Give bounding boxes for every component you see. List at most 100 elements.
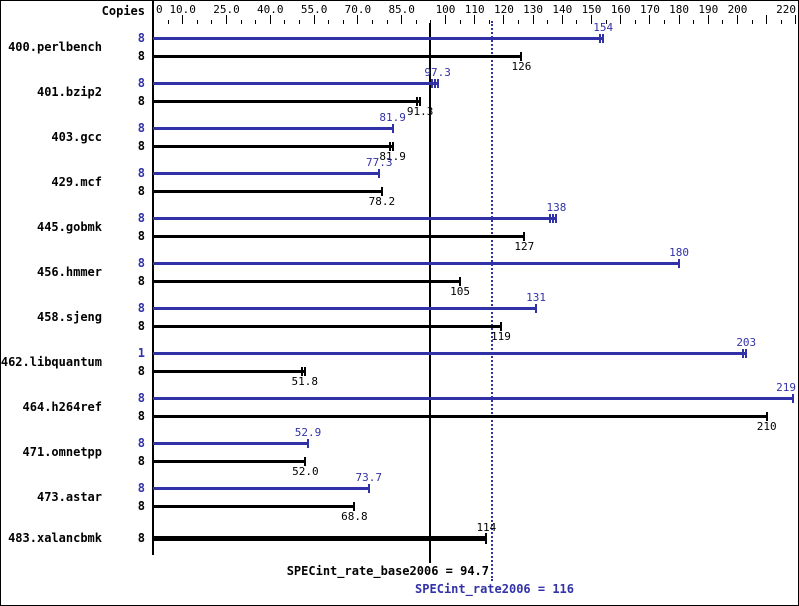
axis-minor-tick	[576, 20, 578, 24]
axis-major-tick	[445, 15, 446, 24]
benchmark-label: 456.hmmer	[36, 265, 102, 279]
base-copies-value: 8	[137, 229, 145, 243]
axis-tick-label: 110	[464, 3, 485, 16]
axis-minor-tick	[196, 20, 198, 24]
base-value-label: 52.0	[292, 465, 319, 478]
base-copies-value: 8	[137, 499, 145, 513]
base-rate-summary: SPECint_rate_base2006 = 94.7	[286, 564, 489, 578]
peak-copies-value: 8	[137, 76, 145, 90]
benchmark-label: 464.h264ref	[22, 400, 102, 414]
peak-copies-value: 8	[137, 481, 145, 495]
base-bar	[153, 100, 421, 103]
bar-end-tick	[602, 34, 605, 43]
bar-end-tick	[380, 187, 383, 196]
axis-minor-tick	[780, 20, 782, 24]
axis-tick-label: 10.0	[169, 3, 196, 16]
peak-bar	[153, 217, 557, 220]
axis-tick-label: 70.0	[344, 3, 372, 16]
bar-end-tick	[388, 142, 391, 151]
peak-value-label: 131	[526, 291, 546, 304]
axis-minor-tick	[342, 20, 344, 24]
axis-major-tick	[795, 15, 797, 24]
peak-rate-summary: SPECint_rate2006 = 116	[415, 582, 574, 596]
peak-copies-value: 8	[137, 121, 145, 135]
base-copies-value: 8	[137, 409, 145, 423]
axis-tick-label: 0	[156, 3, 163, 16]
axis-minor-tick	[722, 20, 724, 24]
axis-major-tick	[766, 15, 768, 24]
axis-major-tick	[532, 15, 534, 24]
benchmark-label: 458.sjeng	[36, 310, 102, 324]
peak-bar	[153, 172, 380, 175]
benchmark-label: 471.omnetpp	[22, 445, 102, 459]
base-value-label: 126	[511, 60, 532, 73]
bar-end-tick	[555, 214, 558, 223]
peak-value-label: 203	[736, 336, 757, 349]
axis-minor-tick	[415, 20, 417, 24]
bar-end-tick	[523, 232, 526, 241]
axis-tick-label: 150	[581, 3, 602, 16]
axis-major-tick	[313, 15, 315, 24]
axis-minor-tick	[751, 20, 753, 24]
base-bar	[153, 235, 525, 238]
axis-tick-label: 25.0	[213, 3, 240, 16]
peak-median-line	[491, 21, 494, 581]
axis-minor-tick	[488, 20, 490, 24]
axis-minor-tick	[693, 20, 695, 24]
peak-bar	[153, 442, 308, 445]
base-bar	[153, 190, 382, 193]
axis-major-tick	[226, 15, 227, 24]
peak-bar	[153, 82, 438, 85]
axis-tick-label: 180	[669, 3, 690, 16]
axis-minor-tick	[372, 20, 373, 24]
benchmark-label: 445.gobmk	[36, 220, 102, 234]
axis-tick-label: 120	[493, 3, 514, 16]
bar-end-tick	[367, 484, 370, 493]
axis-minor-tick	[167, 20, 169, 24]
bar-end-tick	[520, 52, 523, 61]
axis-tick-label: 160	[610, 3, 631, 16]
peak-bar	[153, 352, 747, 355]
bar-end-tick	[430, 79, 433, 88]
benchmark-label: 462.libquantum	[0, 355, 102, 369]
base-bar	[153, 536, 487, 541]
peak-value-label: 219	[776, 381, 797, 394]
base-copies-value: 8	[137, 94, 145, 108]
benchmark-label: 483.xalancbmk	[8, 531, 102, 545]
bar-end-tick	[535, 304, 538, 313]
base-value-label: 51.8	[291, 375, 319, 388]
axis-tick-label: 200	[727, 3, 748, 16]
axis-tick-label: 190	[698, 3, 719, 16]
axis-tick-label: 130	[523, 3, 544, 16]
peak-bar	[153, 37, 604, 40]
bar-end-tick	[353, 502, 356, 511]
base-median-line	[429, 23, 432, 563]
bar-end-tick	[391, 142, 394, 151]
base-copies-value: 8	[137, 139, 145, 153]
peak-bar	[153, 262, 680, 265]
axis-tick-label: 100	[435, 3, 456, 16]
peak-value-label: 97.3	[424, 66, 451, 79]
base-value-label: 105	[450, 285, 471, 298]
bar-end-tick	[745, 349, 748, 358]
axis-tick-label: 40.0	[257, 3, 284, 16]
peak-copies-value: 8	[137, 256, 145, 270]
bar-end-tick	[304, 457, 307, 466]
bar-end-tick	[485, 533, 488, 544]
base-copies-value: 8	[137, 364, 145, 378]
axis-major-tick	[620, 15, 622, 24]
peak-copies-value: 8	[137, 211, 145, 225]
benchmark-label: 400.perlbench	[8, 40, 102, 54]
axis-tick-label: 140	[552, 3, 573, 16]
base-value-label: 81.9	[379, 150, 406, 163]
base-copies-value: 8	[137, 184, 145, 198]
axis-minor-tick	[634, 20, 636, 24]
bar-end-tick	[436, 79, 439, 88]
axis-major-tick	[401, 15, 403, 24]
peak-bar	[153, 397, 793, 400]
benchmark-label: 473.astar	[36, 490, 102, 504]
axis-major-tick	[649, 15, 651, 24]
axis-major-tick	[561, 15, 563, 24]
peak-copies-value: 1	[137, 346, 145, 360]
base-value-label: 127	[514, 240, 535, 253]
